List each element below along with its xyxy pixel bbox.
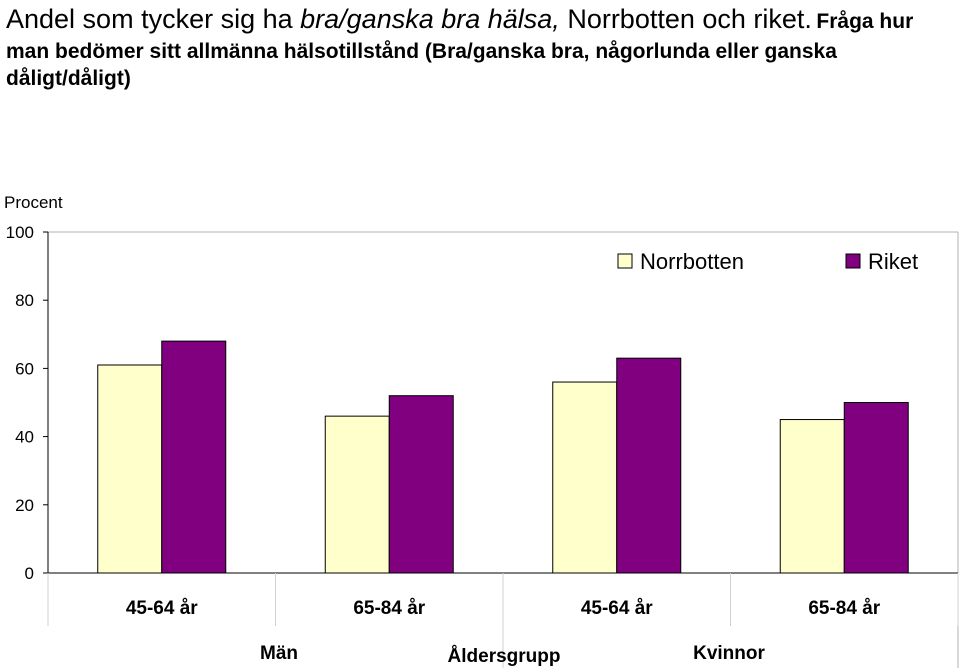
y-tick-label: 20 xyxy=(15,496,34,515)
group-label-kvinnor: Kvinnor xyxy=(693,643,765,664)
labels: 0 20 40 60 80 100 45-64 år 65-84 år 45-64 år 65-8… xyxy=(6,223,881,667)
bar-norrbotten-2 xyxy=(552,381,618,574)
y-tick-label: 40 xyxy=(15,428,34,447)
x-tick-label: 65-84 år xyxy=(808,598,880,619)
bars xyxy=(97,340,909,574)
group-label-man: Män xyxy=(260,643,298,664)
bar-norrbotten-1 xyxy=(324,415,390,574)
y-tick-label: 0 xyxy=(25,564,34,583)
legend: Norrbotten Riket xyxy=(617,249,918,274)
legend-swatch-riket xyxy=(845,253,861,269)
title-part-b: bra/ganska bra hälsa, xyxy=(300,4,560,34)
y-tick-label: 60 xyxy=(15,359,34,378)
title-part-a: Andel som tycker sig ha xyxy=(6,4,301,34)
chart-title: Andel som tycker sig ha bra/ganska bra h… xyxy=(6,2,956,93)
bar-riket-1 xyxy=(388,395,454,574)
y-axis-label: Procent xyxy=(4,193,63,212)
legend-label-riket: Riket xyxy=(868,249,918,274)
x-tick-label: 45-64 år xyxy=(581,598,653,619)
legend-swatch-norrbotten xyxy=(617,253,633,269)
x-tick-label: 45-64 år xyxy=(126,598,198,619)
bar-riket-3 xyxy=(843,402,909,574)
x-tick-label: 65-84 år xyxy=(353,598,425,619)
bar-norrbotten-0 xyxy=(97,364,163,574)
chart-subtitle: Fråga hur man bedömer sitt allmänna häls… xyxy=(6,10,914,91)
y-tick-label: 80 xyxy=(15,291,34,310)
y-tick-label: 100 xyxy=(6,223,34,242)
legend-label-norrbotten: Norrbotten xyxy=(640,249,744,274)
title-part-c: Norrbotten och riket. xyxy=(559,4,812,34)
bar-riket-2 xyxy=(616,357,682,574)
bar-norrbotten-3 xyxy=(779,419,845,574)
x-axis-label: Åldersgrupp xyxy=(448,646,561,667)
bar-riket-0 xyxy=(161,340,227,574)
